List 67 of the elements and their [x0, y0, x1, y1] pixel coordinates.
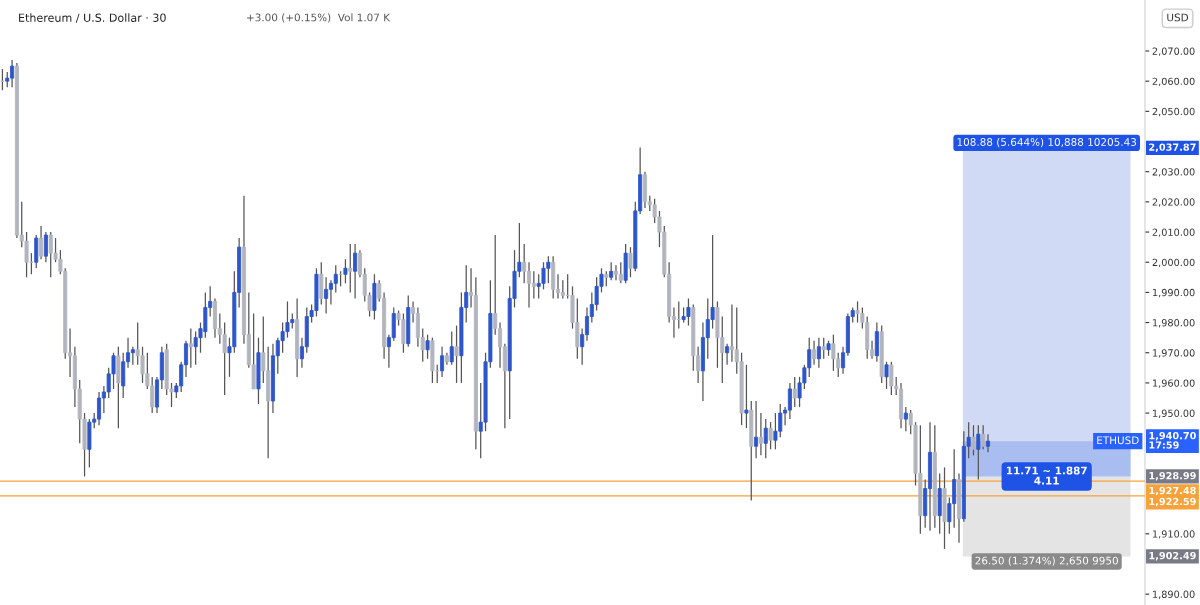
candlestick — [787, 382, 792, 420]
candlestick — [744, 364, 749, 429]
y-tick-label: 2,060.00 — [1152, 77, 1195, 86]
candlestick — [531, 270, 536, 300]
candlestick — [343, 258, 348, 284]
candlestick — [763, 418, 768, 459]
candlestick — [812, 340, 817, 366]
candlestick — [43, 231, 48, 263]
candlestick — [522, 243, 527, 284]
text: USD — [1167, 13, 1189, 22]
candlestick — [768, 421, 773, 450]
text: 1,902.49 — [1149, 551, 1196, 561]
band-label: 108.88 (5.644%) 10,888 10205.43 — [957, 137, 1137, 148]
candlestick — [618, 261, 623, 284]
band-label: 11.71 ~ 1.887 4.11 — [1006, 466, 1087, 485]
candlestick — [449, 330, 454, 366]
candlestick — [440, 346, 445, 378]
candlestick — [560, 279, 565, 300]
candlestick — [816, 337, 821, 369]
candlestick — [754, 400, 759, 459]
y-tick-label: 1,970.00 — [1153, 349, 1195, 358]
ref-line-label: 1,922.59 — [1149, 497, 1196, 507]
candlestick — [324, 276, 329, 315]
y-tick-label: 2,020.00 — [1152, 198, 1195, 207]
candlestick — [971, 424, 976, 456]
y-tick-label: 1,910.00 — [1153, 530, 1195, 539]
candlestick — [454, 324, 459, 384]
candlestick — [821, 337, 826, 360]
band-label: 26.50 (1.374%) 2,650 9950 — [975, 556, 1118, 566]
candlestick — [889, 361, 894, 396]
y-tick-label: 2,070.00 — [1152, 47, 1195, 56]
y-tick-label: 1,950.00 — [1153, 409, 1195, 418]
candlestick — [976, 424, 981, 481]
candlestick — [792, 376, 797, 408]
y-tick-label: 2,050.00 — [1152, 107, 1195, 117]
candlestick — [773, 412, 778, 450]
candlestick — [425, 334, 430, 360]
y-tick-label: 1,980.00 — [1153, 319, 1195, 328]
candlestick — [628, 246, 633, 278]
text: 1,928.99 — [1149, 471, 1196, 481]
y-tick-label: 2,030.00 — [1152, 168, 1195, 177]
candlestick — [903, 406, 908, 432]
candlestick — [758, 412, 763, 456]
y-tick-label: 2,010.00 — [1152, 228, 1195, 237]
text: 1,940.70 17:59 — [1149, 431, 1196, 449]
candlestick — [348, 243, 353, 294]
candlestick — [39, 225, 44, 260]
y-tick-label: 2,000.00 — [1152, 258, 1195, 268]
candlestick — [831, 334, 836, 372]
y-tick-label: 1,960.00 — [1153, 379, 1195, 388]
candlestick — [981, 424, 986, 450]
candlestick — [985, 433, 990, 453]
candlestick — [884, 361, 889, 390]
y-tick-label: 1,990.00 — [1153, 288, 1195, 298]
text: +3.00 (+0.15%) Vol 1.07 K — [247, 13, 391, 23]
candlestick — [130, 346, 135, 366]
candlestick — [222, 321, 227, 396]
candlestick — [725, 343, 730, 366]
text: 2,037.87 — [1149, 143, 1196, 153]
candlestick — [333, 264, 338, 294]
annotation: ETHUSD — [1097, 436, 1139, 445]
candlestick — [188, 327, 193, 369]
candlestick — [353, 243, 358, 300]
text: Ethereum / U.S. Dollar · 30 — [19, 13, 166, 23]
candlestick — [609, 261, 614, 281]
ref-line-label: 1,927.48 — [1149, 486, 1196, 496]
y-tick-label: 1,890.00 — [1153, 590, 1195, 599]
